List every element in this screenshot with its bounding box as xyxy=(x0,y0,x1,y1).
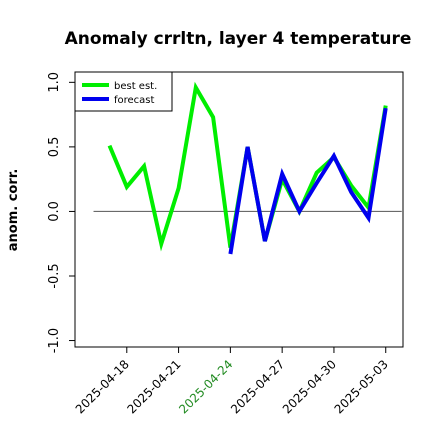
plot-area: -1.0-0.50.00.51.02025-04-182025-04-21202… xyxy=(47,71,404,416)
y-tick-label: -0.5 xyxy=(47,263,62,288)
chart-title: Anomaly crrltn, layer 4 temperature xyxy=(65,29,412,49)
x-tick-label: 2025-04-21 xyxy=(124,357,183,416)
x-tick-label: 2025-05-03 xyxy=(332,357,391,416)
plot-frame xyxy=(74,71,404,348)
series-line-forecast xyxy=(228,107,388,255)
y-tick-label: 0.0 xyxy=(47,201,62,222)
legend-label: forecast xyxy=(114,95,155,106)
y-tick-label: 0.5 xyxy=(47,137,62,158)
x-tick-label: 2025-04-27 xyxy=(228,357,287,416)
y-axis-label: anom. corr. xyxy=(6,169,21,252)
y-tick-label: -1.0 xyxy=(47,328,62,353)
x-tick-label: 2025-04-24 xyxy=(176,357,235,416)
series-line-best-est xyxy=(107,81,388,252)
x-tick-label: 2025-04-18 xyxy=(73,357,132,416)
x-tick-label: 2025-04-30 xyxy=(280,357,339,416)
legend-label: best est. xyxy=(114,81,157,92)
y-tick-label: 1.0 xyxy=(47,72,62,93)
legend-box xyxy=(74,71,173,112)
